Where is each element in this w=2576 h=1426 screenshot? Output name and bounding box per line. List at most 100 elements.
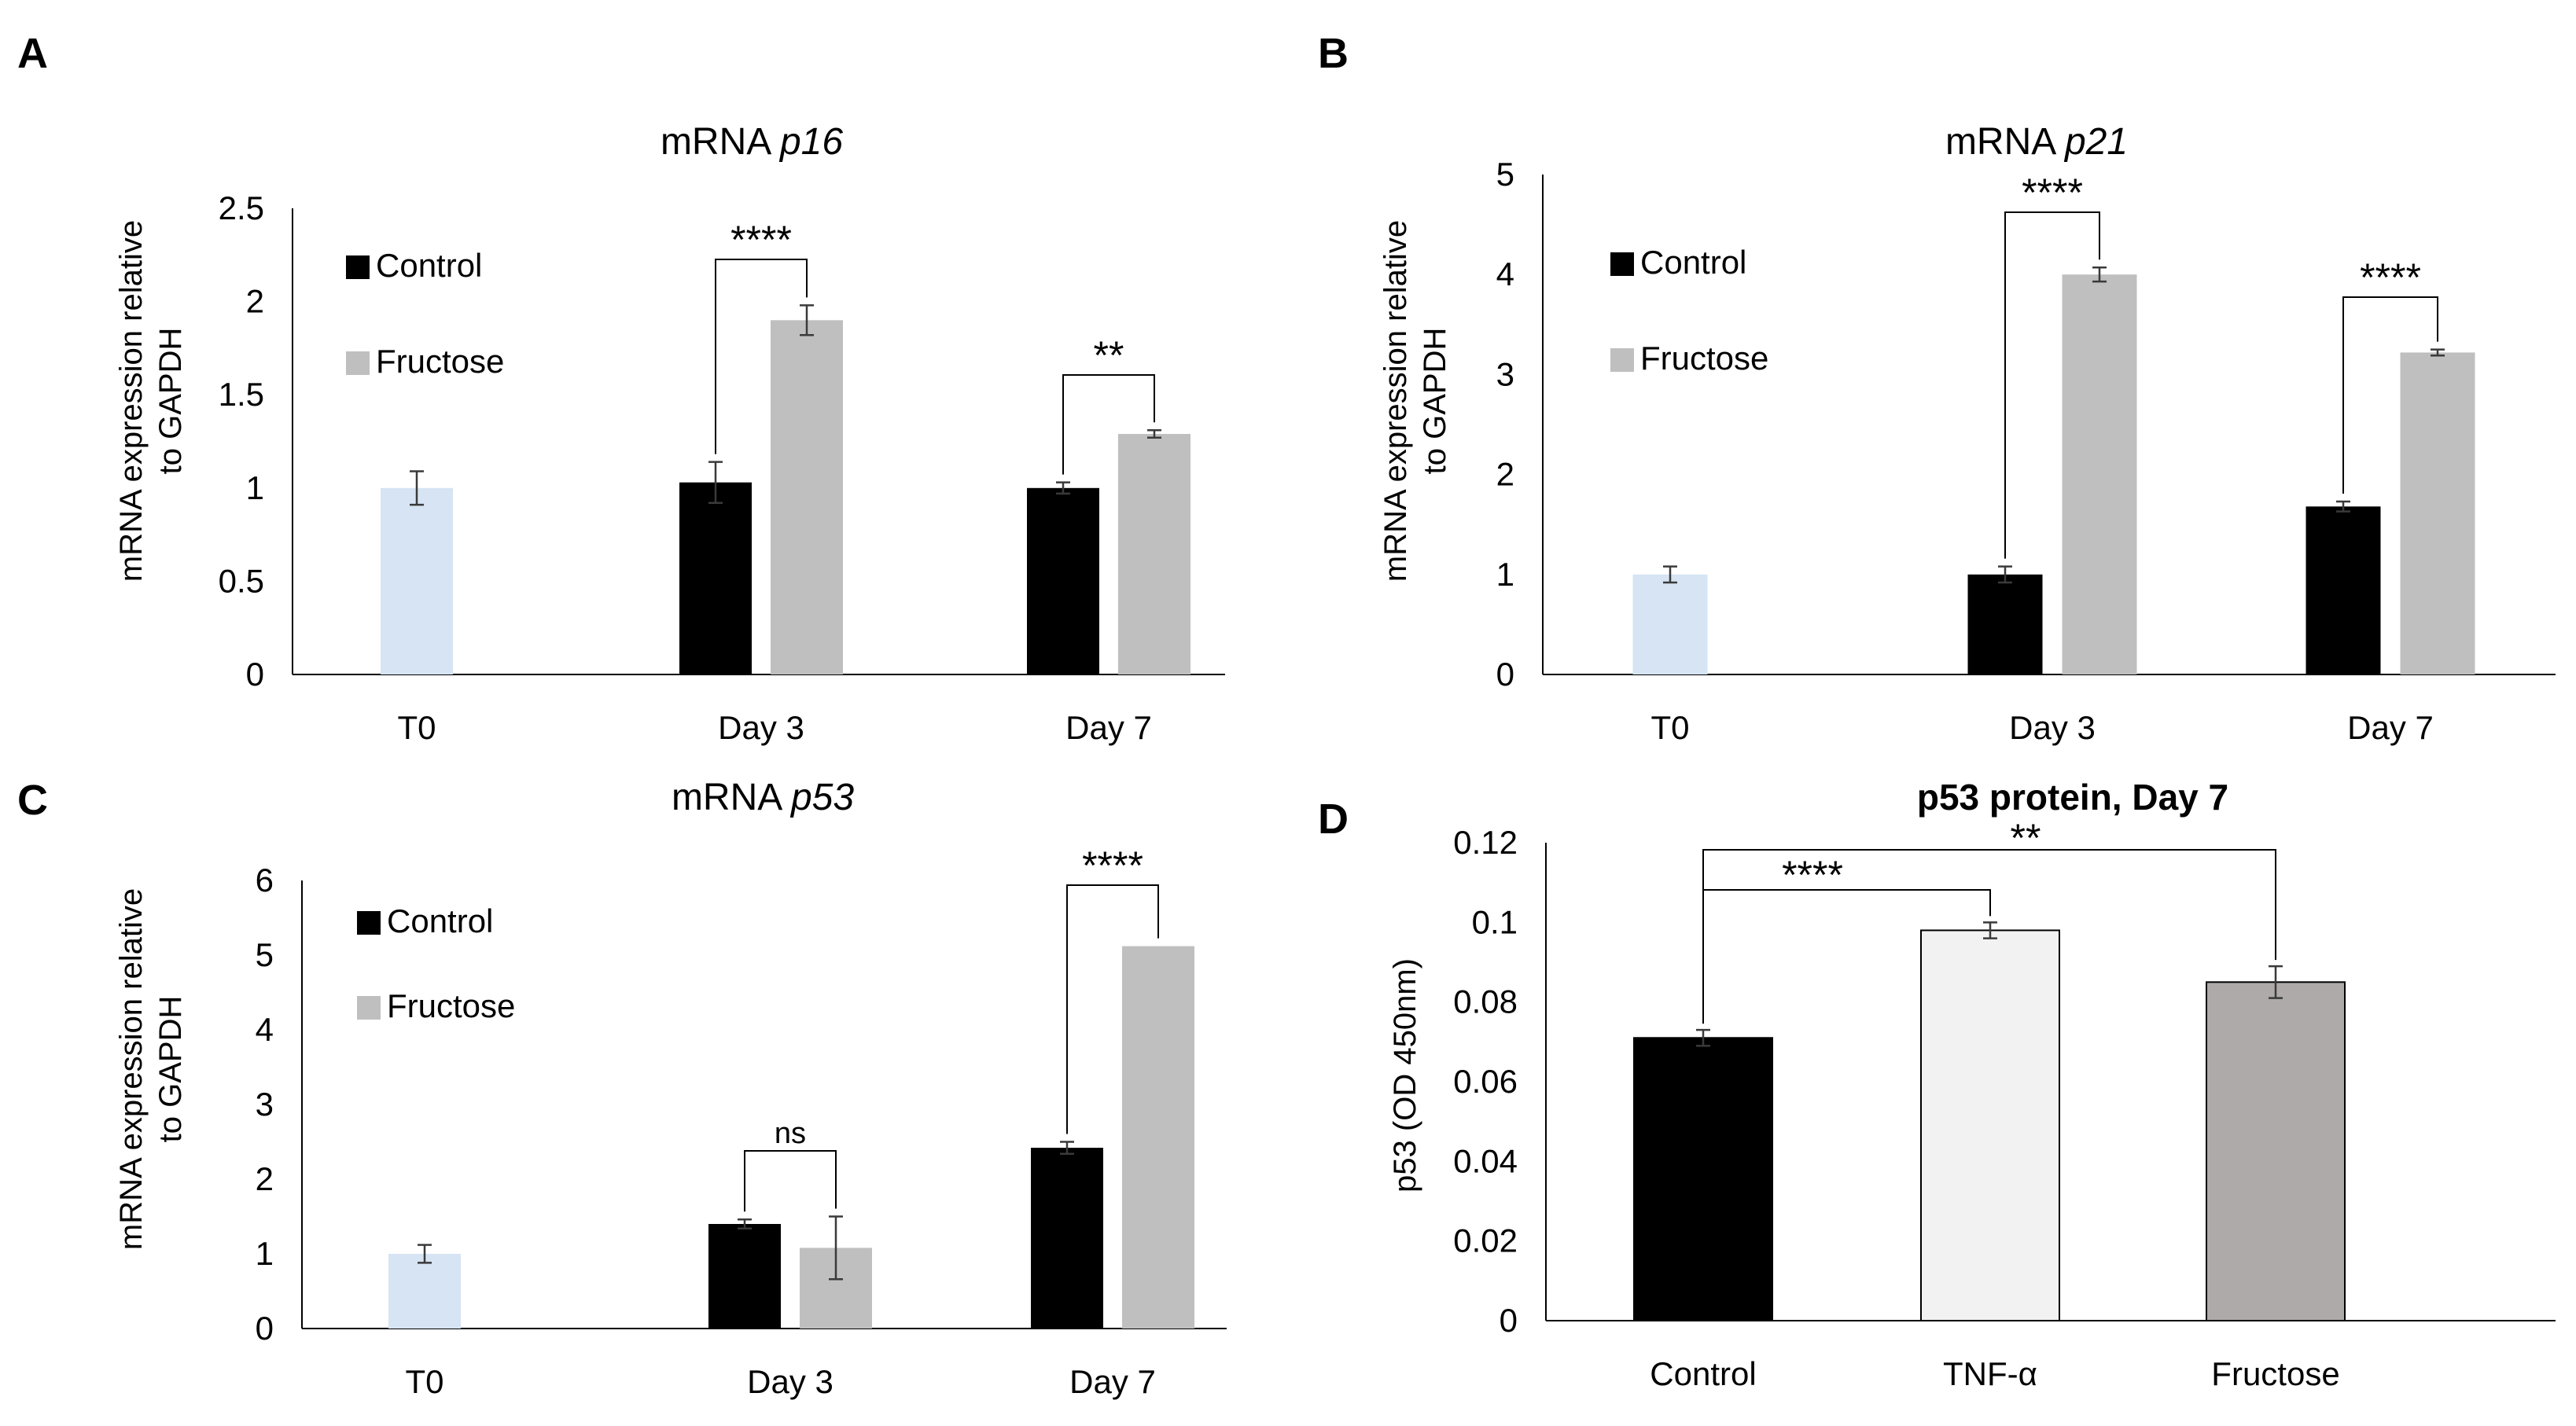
panel-b-x-tick-label: Day 7 xyxy=(2347,709,2434,746)
panel-c-y-axis-title: mRNA expression relative to GAPDH xyxy=(114,888,188,1250)
panel-b-x-tick-label: Day 3 xyxy=(2009,709,2096,746)
panel-d-bar xyxy=(1633,1037,1773,1322)
panel-a-y-tick-label: 1.5 xyxy=(219,376,264,413)
panel-a-bar-fructose xyxy=(771,320,843,674)
panel-b-bar-control xyxy=(2306,506,2381,674)
panel-d-y-tick-label: 0.02 xyxy=(1453,1222,1518,1259)
panel-d-x-tick-label: TNF-α xyxy=(1943,1355,2037,1392)
panel-c-legend-label: Control xyxy=(387,902,493,939)
panel-c-y-tick-label: 5 xyxy=(256,936,274,973)
panel-b-error-bar-fructose xyxy=(2431,348,2445,357)
panel-c-legend-label: Fructose xyxy=(387,987,515,1024)
panel-d-y-tick-label: 0.1 xyxy=(1472,903,1518,940)
panel-letter-a: A xyxy=(17,30,48,77)
panel-d-chart: p53 protein, Day 7 p53 (OD 450nm) 0 0.02 0… xyxy=(1388,777,2556,1392)
panel-a-significance-bracket xyxy=(1062,374,1155,475)
panel-c-y-tick-label: 6 xyxy=(256,862,274,899)
panel-a-x-tick-label: Day 7 xyxy=(1065,709,1152,746)
panel-d-title: p53 protein, Day 7 xyxy=(1917,777,2228,818)
panel-a-y-tick-label: 0 xyxy=(246,656,264,693)
panel-a-bar-t0 xyxy=(381,487,453,674)
panel-b-y-tick-label: 1 xyxy=(1496,556,1514,593)
panel-c-legend-swatch-control xyxy=(357,911,381,935)
panel-d-significance-bracket xyxy=(1702,849,2276,1024)
panel-c-legend-swatch-fructose xyxy=(357,996,381,1020)
panel-c-x-tick-label: Day 7 xyxy=(1069,1363,1156,1400)
panel-b-bar-t0 xyxy=(1632,574,1708,674)
panel-a-y-tick-label: 2 xyxy=(246,283,264,320)
panel-a-bar-control xyxy=(1027,487,1099,674)
panel-c-significance-label: **** xyxy=(1082,843,1143,888)
panel-letter-c: C xyxy=(17,777,48,824)
panel-d-y-tick-label: 0.12 xyxy=(1453,824,1518,861)
panel-b-error-bar-t0 xyxy=(1663,565,1677,584)
panel-b-title: mRNA p21 xyxy=(1945,121,2128,163)
panel-b-legend-label: Fructose xyxy=(1640,340,1768,377)
panel-d-error-bar xyxy=(1696,1028,1710,1047)
panel-b-error-bar-control xyxy=(2336,500,2350,513)
panel-c-chart: mRNA p53 mRNA expression relative to GAPD… xyxy=(114,777,1227,1400)
panel-d-y-tick-label: 0.06 xyxy=(1453,1063,1518,1100)
panel-letter-b: B xyxy=(1318,30,1349,77)
panel-a-significance-label: **** xyxy=(730,218,792,262)
panel-d-x-tick-label: Fructose xyxy=(2211,1355,2339,1392)
panel-b-y-tick-label: 2 xyxy=(1496,456,1514,493)
panel-a-error-bar-fructose xyxy=(800,304,814,336)
panel-b-significance-bracket xyxy=(2004,211,2100,559)
panel-c-error-bar-fructose xyxy=(829,1215,843,1281)
panel-c-y-tick-label: 4 xyxy=(256,1011,274,1048)
panel-b-x-tick-label: T0 xyxy=(1650,709,1689,746)
panel-c-bar-fructose xyxy=(1122,946,1194,1329)
panel-a-y-tick-label: 1 xyxy=(246,469,264,506)
panel-d-significance-label: **** xyxy=(1782,853,1843,897)
panel-b-bar-fructose xyxy=(2062,274,2137,674)
panel-c-error-bar-control xyxy=(738,1218,752,1229)
panel-b-error-bar-fructose xyxy=(2092,266,2107,283)
panel-a-error-bar-t0 xyxy=(410,470,424,506)
panel-letter-d: D xyxy=(1318,796,1349,843)
panel-b-legend-swatch-fructose xyxy=(1610,348,1634,372)
panel-a-y-axis-title: mRNA expression relative to GAPDH xyxy=(114,220,188,582)
panel-c-bar-control xyxy=(708,1224,781,1329)
panel-b-bar-fructose xyxy=(2400,352,2475,674)
panel-b-bar-control xyxy=(1967,574,2043,674)
panel-a-x-tick-label: T0 xyxy=(397,709,436,746)
panel-d-significance-label: ** xyxy=(2011,816,2041,860)
panel-b-y-tick-label: 4 xyxy=(1496,255,1514,292)
panel-a-error-bar-control xyxy=(708,461,723,505)
panel-a-legend-swatch-fructose xyxy=(346,351,370,375)
panel-b-y-tick-label: 0 xyxy=(1496,656,1514,693)
panel-b-y-axis-title: mRNA expression relative to GAPDH xyxy=(1378,220,1452,582)
panel-a-error-bar-fructose xyxy=(1147,429,1161,439)
panel-a-bar-fructose xyxy=(1118,434,1190,674)
panel-b-y-tick-label: 5 xyxy=(1496,156,1514,193)
panel-c-significance-label: ns xyxy=(775,1117,806,1150)
panel-c-x-tick-label: T0 xyxy=(405,1363,443,1400)
panel-c-significance-bracket xyxy=(744,1150,837,1212)
panel-d-bar xyxy=(1920,929,2060,1321)
panel-c-bar-t0 xyxy=(388,1254,461,1329)
panel-d-error-bar xyxy=(1983,921,1997,939)
panel-a-legend-label: Control xyxy=(376,247,482,284)
panel-c-significance-bracket xyxy=(1066,884,1159,1134)
panel-a-error-bar-control xyxy=(1056,481,1070,495)
panel-a-significance-label: ** xyxy=(1094,333,1124,377)
panel-a-chart: mRNA p16 mRNA expression relative to GAPD… xyxy=(114,121,1225,746)
panel-a-x-tick-label: Day 3 xyxy=(718,709,804,746)
panel-b-error-bar-control xyxy=(1998,565,2012,584)
panel-c-bar-control xyxy=(1031,1148,1103,1329)
panel-b-significance-label: **** xyxy=(2360,255,2421,300)
panel-d-x-tick-label: Control xyxy=(1650,1355,1756,1392)
panel-a-title: mRNA p16 xyxy=(661,121,843,163)
panel-b-chart: mRNA p21 mRNA expression relative to GAPD… xyxy=(1378,121,2556,746)
panel-a-legend-swatch-control xyxy=(346,255,370,279)
panel-c-error-bar-control xyxy=(1060,1141,1074,1155)
panel-a-legend-label: Fructose xyxy=(376,343,504,380)
panel-b-legend-swatch-control xyxy=(1610,252,1634,276)
panel-c-y-tick-label: 0 xyxy=(256,1310,274,1347)
panel-c-title: mRNA p53 xyxy=(672,777,854,818)
panel-a-y-tick-label: 2.5 xyxy=(219,189,264,226)
panel-d-y-tick-label: 0.08 xyxy=(1453,983,1518,1020)
